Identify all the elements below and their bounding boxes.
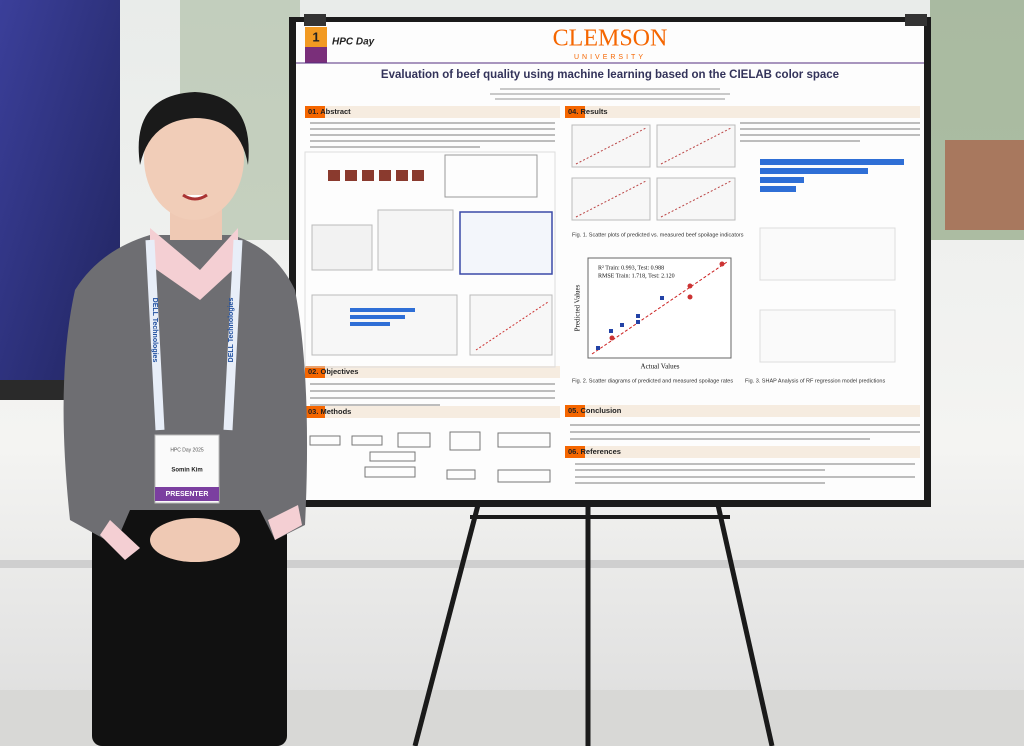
panel	[311, 224, 373, 271]
section-tab	[305, 406, 325, 418]
caption: Fig. 3. SHAP Analysis of RF regression m…	[745, 378, 885, 384]
references-text	[575, 463, 915, 484]
badge-band	[155, 487, 219, 501]
section-heading: 03. Methods	[308, 407, 351, 416]
section-tab	[565, 446, 585, 458]
clip	[304, 14, 326, 26]
abstract-text	[310, 122, 555, 148]
lanyard: DELL Technologies	[151, 298, 158, 363]
fig2-points	[596, 261, 725, 350]
logo: CLEMSON	[553, 26, 668, 52]
caption: Fig. 2. Scatter diagrams of predicted an…	[572, 378, 733, 384]
event: HPC Day	[332, 37, 375, 48]
beef-samples	[328, 170, 424, 181]
section-tab	[305, 366, 325, 378]
y-label: Predicted Values	[574, 284, 582, 331]
section-bar	[565, 106, 920, 118]
shap-summary	[759, 227, 896, 281]
rmse: RMSE Train: 1.718, Test: 2.120	[598, 273, 675, 279]
easel	[412, 504, 775, 746]
section-bar	[305, 406, 560, 418]
badge-role: PRESENTER	[166, 491, 209, 498]
instruments	[444, 154, 538, 198]
fig1-panels	[571, 124, 736, 221]
x-label: Actual Values	[641, 363, 680, 371]
fig1-diag	[575, 127, 732, 218]
section-heading: 06. References	[568, 447, 621, 456]
methods-flow	[309, 431, 551, 483]
affiliations	[490, 88, 730, 100]
panel	[377, 209, 454, 271]
building	[945, 140, 1024, 230]
lanyard: DELL Technologies	[228, 298, 235, 363]
section-bar	[305, 366, 560, 378]
section-heading: 01. Abstract	[308, 107, 351, 116]
section-bar	[305, 106, 560, 118]
badge-event: HPC Day 2025	[170, 447, 204, 453]
section-bar	[565, 446, 920, 458]
section-heading: 04. Results	[568, 107, 608, 116]
shap-bars	[760, 159, 904, 192]
logo-sub: UNIVERSITY	[574, 54, 646, 61]
clip	[905, 14, 927, 26]
section-heading: 05. Conclusion	[568, 406, 622, 415]
railing	[0, 560, 1024, 568]
number-tag	[305, 27, 327, 47]
section-bar	[565, 405, 920, 417]
workflow-figure	[304, 151, 556, 368]
section-tab	[565, 405, 585, 417]
metrics: R² Train: 0.993, Test: 0.988	[598, 265, 664, 271]
logo-mark	[305, 47, 327, 63]
badge-number: 1	[312, 29, 319, 44]
fig2-diag	[591, 261, 728, 355]
section-tab	[305, 106, 325, 118]
objectives-text	[310, 383, 555, 406]
panel	[469, 294, 553, 356]
caption: Fig. 1. Scatter plots of predicted vs. m…	[572, 232, 744, 238]
panel	[459, 211, 553, 275]
person	[63, 92, 308, 746]
diag	[475, 301, 549, 351]
poster-title: Evaluation of beef quality using machine…	[381, 69, 839, 81]
conclusion-text	[570, 424, 920, 440]
mini-bars	[350, 308, 415, 326]
badge-name: Somin Kim	[171, 468, 202, 474]
shap-summary	[759, 309, 896, 363]
section-heading: 02. Objectives	[308, 367, 358, 376]
section-tab	[565, 106, 585, 118]
results-text	[740, 122, 920, 142]
